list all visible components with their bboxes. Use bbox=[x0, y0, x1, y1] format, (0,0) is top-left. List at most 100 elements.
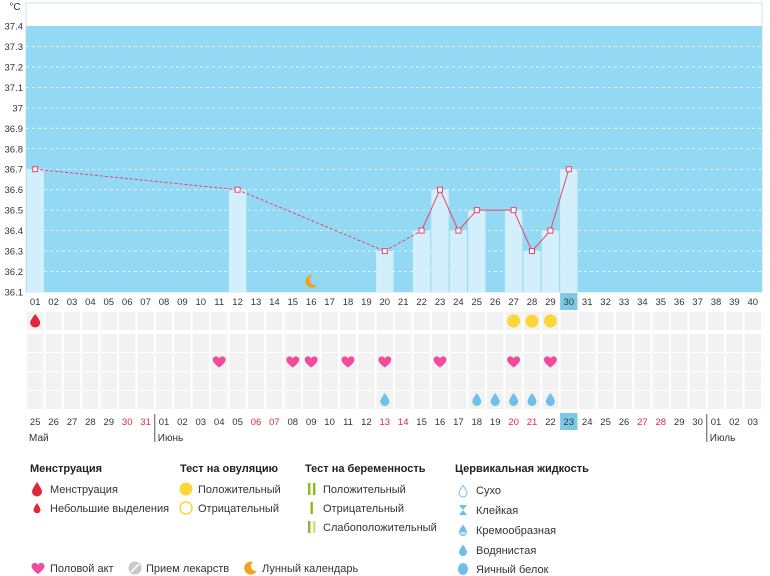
y-tick-label: 37.3 bbox=[5, 42, 24, 53]
sticky-icon bbox=[459, 505, 467, 515]
ovulation-positive-marker bbox=[507, 314, 521, 328]
legend-ovulation-title: Тест на овуляцию bbox=[180, 463, 279, 475]
cycle-day-label: 35 bbox=[656, 297, 667, 308]
date-label: 23 bbox=[564, 417, 575, 428]
grid-cell bbox=[27, 391, 44, 409]
temp-bar bbox=[412, 230, 431, 292]
grid-cell bbox=[266, 312, 283, 330]
grid-cell bbox=[707, 391, 725, 409]
grid-cell bbox=[284, 334, 301, 352]
y-tick-label: 37.2 bbox=[5, 62, 24, 73]
pregnancy-weak-icon bbox=[308, 521, 316, 533]
temp-point bbox=[234, 186, 241, 193]
grid-cell bbox=[82, 372, 99, 390]
grid-cell bbox=[671, 312, 688, 330]
grid-cell bbox=[45, 334, 62, 352]
y-tick-label: 36.9 bbox=[5, 124, 24, 135]
legend-spotting-item: Небольшие выделения bbox=[50, 503, 170, 515]
intercourse-marker bbox=[286, 356, 300, 368]
y-tick-label: 36.1 bbox=[5, 288, 24, 299]
intercourse-marker bbox=[543, 356, 557, 368]
intercourse-marker bbox=[212, 356, 226, 368]
cycle-day-label: 27 bbox=[508, 297, 519, 308]
ovulation-positive-marker bbox=[543, 314, 557, 328]
temp-bar bbox=[560, 169, 578, 292]
y-tick-label: 36.4 bbox=[5, 226, 24, 237]
grid-cell bbox=[358, 312, 375, 330]
month-label: Июнь bbox=[158, 433, 183, 444]
grid-cell bbox=[247, 372, 265, 390]
cervical-fluid-marker bbox=[545, 393, 555, 406]
grid-cell bbox=[634, 391, 651, 409]
temp-line-segment bbox=[513, 209, 533, 252]
y-tick-label: 36.5 bbox=[5, 206, 24, 217]
date-label: 31 bbox=[140, 417, 151, 428]
grid-cell bbox=[321, 334, 338, 352]
legend-ovulation-negative: Отрицательный bbox=[198, 503, 279, 515]
grid-cell bbox=[726, 353, 743, 371]
legend-cervical-title: Цервикальная жидкость bbox=[455, 463, 589, 475]
grid-cell bbox=[431, 372, 449, 390]
cycle-day-label: 37 bbox=[692, 297, 703, 308]
legend-pregnancy-negative: Отрицательный bbox=[323, 503, 404, 515]
cycle-day-label: 11 bbox=[214, 297, 224, 308]
grid-cell bbox=[726, 391, 743, 409]
moon-icon bbox=[244, 561, 257, 575]
cycle-day-label: 02 bbox=[48, 297, 59, 308]
grid-cell bbox=[137, 391, 154, 409]
temp-line-segment bbox=[549, 169, 570, 231]
date-label: 24 bbox=[582, 417, 593, 428]
grid-cell bbox=[27, 353, 44, 371]
moon-marker bbox=[305, 274, 318, 288]
grid-cell bbox=[413, 372, 430, 390]
cycle-day-label: 25 bbox=[472, 297, 483, 308]
grid-cell bbox=[597, 391, 614, 409]
intercourse-marker bbox=[378, 356, 392, 368]
grid-cell bbox=[229, 334, 246, 352]
temp-line-segment bbox=[35, 168, 238, 191]
date-label: 18 bbox=[472, 417, 483, 428]
date-label: 02 bbox=[177, 417, 188, 428]
temp-bar bbox=[26, 169, 44, 292]
grid-cell bbox=[523, 372, 541, 390]
grid-cell bbox=[395, 391, 412, 409]
grid-cell bbox=[45, 372, 62, 390]
spotting-drop-icon bbox=[33, 503, 41, 514]
grid-cell bbox=[358, 353, 375, 371]
grid-cell bbox=[376, 372, 393, 390]
grid-cell bbox=[119, 334, 136, 352]
y-tick-label: 36.8 bbox=[5, 144, 24, 155]
grid-cell bbox=[744, 353, 761, 371]
temp-bar bbox=[449, 230, 468, 292]
temp-bar bbox=[523, 251, 541, 292]
grid-cell bbox=[82, 353, 99, 371]
grid-cell bbox=[468, 312, 485, 330]
grid-cell bbox=[615, 353, 633, 371]
grid-cell bbox=[744, 391, 761, 409]
grid-cell bbox=[321, 391, 338, 409]
grid-cell bbox=[155, 372, 173, 390]
cycle-day-label: 06 bbox=[122, 297, 133, 308]
legend: Менструация Менструация Небольшие выделе… bbox=[0, 455, 770, 576]
grid-cell bbox=[247, 334, 265, 352]
pregnancy-negative-icon bbox=[310, 502, 313, 514]
intercourse-marker bbox=[507, 356, 521, 368]
grid-cell bbox=[671, 334, 688, 352]
grid-cell bbox=[321, 372, 338, 390]
grid-cell bbox=[174, 334, 191, 352]
grid-cell bbox=[652, 353, 669, 371]
grid-cell bbox=[634, 372, 651, 390]
cycle-day-label: 21 bbox=[398, 297, 409, 308]
grid-cell bbox=[63, 334, 81, 352]
grid-cell bbox=[211, 372, 228, 390]
cycle-day-label: 31 bbox=[582, 297, 593, 308]
pill-icon bbox=[128, 561, 142, 575]
date-label: 29 bbox=[104, 417, 115, 428]
grid-cell bbox=[597, 312, 614, 330]
temp-line-segment bbox=[458, 209, 478, 231]
grid-cell bbox=[192, 391, 209, 409]
cycle-day-label: 26 bbox=[490, 297, 501, 308]
temp-point bbox=[418, 227, 425, 234]
grid-cell bbox=[450, 334, 467, 352]
legend-ovulation-positive: Положительный bbox=[198, 484, 281, 496]
